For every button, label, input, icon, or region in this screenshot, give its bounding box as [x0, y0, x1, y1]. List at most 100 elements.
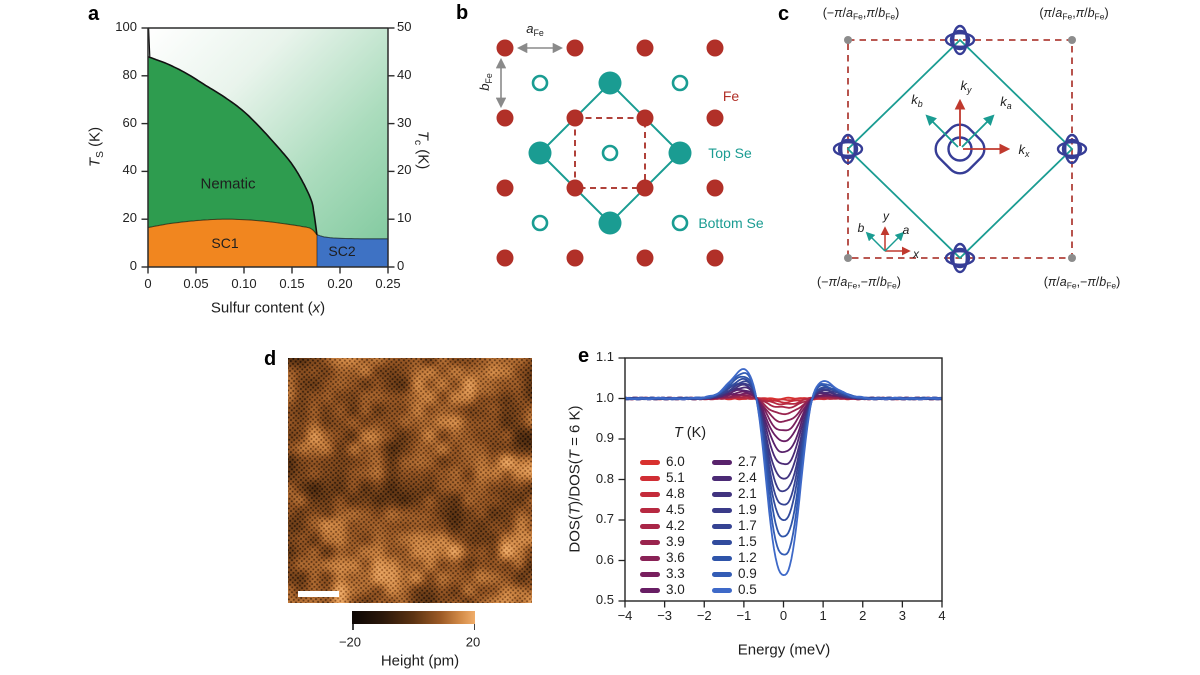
rich-text-segment: a — [1055, 5, 1063, 20]
panel-a-right-tick-label: 30 — [397, 114, 412, 130]
rich-text-segment: (K) — [86, 126, 104, 152]
nematic-region — [148, 56, 317, 235]
rich-text-segment: T — [673, 424, 683, 441]
rich-text-segment: π — [866, 5, 875, 20]
rich-text-segment: / — [1095, 274, 1100, 289]
rich-text-segment: ,− — [1076, 274, 1088, 289]
b-fe-label: bFe — [477, 73, 494, 91]
panel-a-right-tick-label: 50 — [397, 19, 412, 34]
panel-a-right-tick-label: 20 — [397, 162, 412, 178]
rich-text-segment: / — [1056, 274, 1060, 289]
panel-a-axes-box — [147, 27, 389, 268]
rich-text-segment: π — [1087, 274, 1096, 289]
a-axis-arrow — [884, 231, 905, 252]
rich-text-segment: a — [1059, 274, 1067, 289]
legend-swatch-2.4K — [712, 475, 732, 481]
panel-letter-a: a — [88, 3, 100, 25]
rich-text-segment: (K) — [682, 424, 707, 441]
rich-text-segment: π — [1043, 5, 1052, 20]
panel-a-left-axis-title: TS (K) — [86, 126, 107, 167]
panel-e-y-tick-label: 0.5 — [595, 592, 614, 607]
panel-e-x-tick-label: −3 — [657, 608, 673, 623]
x-axis-label: x — [913, 248, 919, 260]
panel-a-x-axis-title: Sulfur content (x) — [211, 301, 325, 316]
fe-unit-cell-dashed — [574, 117, 646, 189]
legend-swatch-4.2K — [640, 523, 660, 529]
sc1-region-label: SC1 — [211, 235, 239, 251]
panel-a-x-tick-label: 0 — [144, 276, 152, 291]
panel-a-left-tick-label: 0 — [129, 258, 137, 273]
colorbar-min-label: −20 — [338, 634, 362, 650]
legend-swatch-4.5K — [640, 507, 660, 513]
panel-letter-b: b — [456, 2, 469, 24]
rich-text-segment: Fe — [1062, 11, 1073, 22]
panel-e-x-tick-label: 3 — [898, 608, 906, 623]
ka-arrow — [961, 114, 995, 148]
panel-e-x-axis-title: Energy (meV) — [737, 641, 831, 659]
legend-swatch-6.0K — [640, 459, 660, 465]
bottom-se-atoms — [531, 74, 689, 232]
rich-text-segment: Fe — [886, 280, 897, 291]
rich-text-segment: b — [879, 274, 887, 289]
panel-letter-e: e — [578, 345, 590, 367]
legend-swatch-1.5K — [712, 539, 732, 545]
rich-text-segment: b — [1087, 5, 1095, 20]
legend-swatch-5.1K — [640, 475, 660, 481]
rich-text-segment: / — [836, 274, 841, 289]
panel-e-y-tick-label: 0.8 — [595, 470, 614, 486]
panel-letter-d: d — [264, 348, 277, 370]
rich-text-segment: y — [967, 85, 972, 96]
panel-e-y-tick-label: 1.0 — [595, 389, 614, 405]
panel-a-x-tick-label: 0.25 — [375, 276, 401, 291]
legend-swatch-3.6K — [640, 555, 660, 561]
legend-item-0.9K: 0.9 — [738, 566, 757, 581]
legend-item-1.9K: 1.9 — [738, 502, 757, 517]
sc2-region-label: SC2 — [328, 243, 356, 259]
rich-text-segment: S — [95, 151, 107, 158]
panel-c-brillouin-zone — [832, 24, 1088, 274]
panel-e-x-tick-label: −4 — [617, 608, 633, 623]
rich-text-segment: , — [1072, 5, 1076, 20]
kx-axis-label: kx — [1019, 143, 1030, 159]
sc1-boundary-line — [147, 218, 318, 236]
y-axis-label: y — [883, 210, 889, 222]
rich-text-segment: ) — [895, 5, 900, 20]
legend-item-1.7K: 1.7 — [738, 518, 757, 533]
colorbar-max-label: 20 — [465, 634, 481, 650]
rich-text-segment: x — [312, 299, 321, 317]
legend-swatch-2.1K — [712, 491, 732, 497]
bz-corner-label-bottom-left: (−π/aFe,−π/bFe) — [817, 276, 901, 290]
panel-a-x-tick-label: 0.20 — [327, 276, 353, 291]
bz-boundary-dashed — [847, 39, 1073, 259]
panel-a-x-tick-label: 0.15 — [279, 276, 305, 291]
legend-item-1.2K: 1.2 — [738, 550, 757, 565]
rich-text-segment: π — [868, 274, 877, 289]
rich-text-segment: a — [526, 21, 534, 37]
rich-text-segment: a — [902, 223, 910, 237]
panel-a-left-tick-label: 60 — [122, 114, 137, 130]
legend-item-3.3K: 3.3 — [666, 566, 685, 581]
panel-e-plot-group — [618, 357, 943, 608]
panel-e-y-tick-label: 0.6 — [595, 551, 614, 567]
b-axis-arrow — [865, 231, 886, 252]
scale-bar — [298, 591, 339, 597]
panel-e-x-tick-label: 2 — [859, 608, 867, 623]
structural-transition-line — [147, 55, 318, 235]
legend-swatch-1.2K — [712, 555, 732, 561]
panel-e-x-tick-label: 4 — [938, 608, 946, 623]
panel-a-left-tick-label: 20 — [122, 210, 137, 226]
rich-text-segment: a — [846, 5, 853, 20]
panel-a-plot-group — [141, 27, 395, 274]
rich-text-segment: y — [883, 209, 889, 223]
ka-axis-label: ka — [1000, 95, 1011, 111]
legend-item-4.2K: 4.2 — [666, 518, 685, 533]
legend-swatch-1.7K — [712, 523, 732, 529]
legend-title: T (K) — [674, 426, 706, 441]
legend-swatch-3.0K — [640, 587, 660, 593]
bz-corner-label-top-left: (−π/aFe,π/bFe) — [823, 7, 900, 21]
rich-text-segment: Fe — [852, 11, 863, 22]
real-space-axes — [865, 226, 911, 256]
panel-b-lattice-diagram — [495, 39, 724, 267]
rich-text-segment: Fe — [885, 11, 896, 22]
